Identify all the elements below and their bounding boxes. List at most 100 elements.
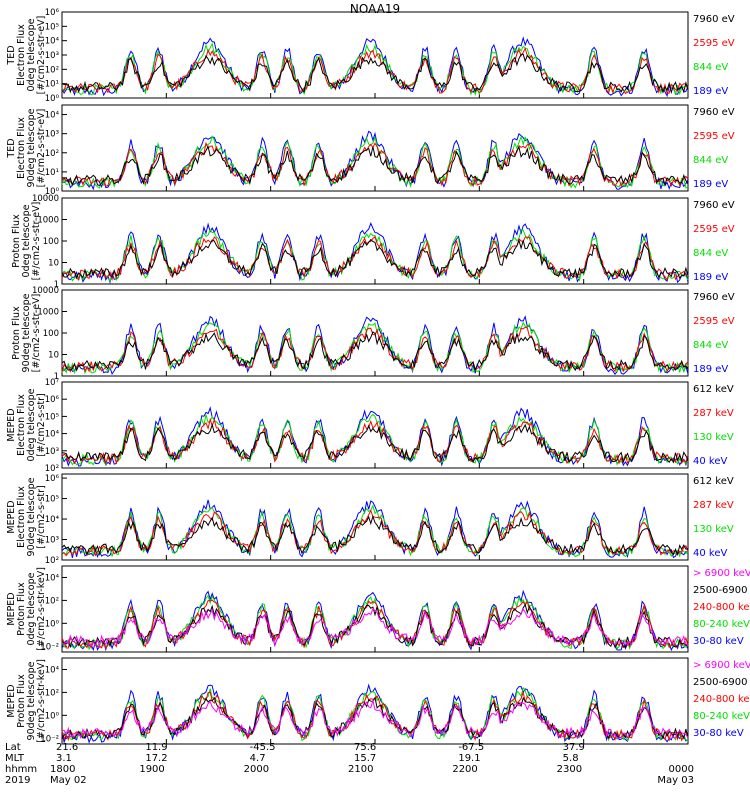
y-tick-label: 1000: [37, 308, 59, 318]
legend-entry: 30-80 keV: [693, 728, 744, 739]
y-tick-label: 100: [43, 237, 59, 247]
y-tick-label: 10⁴: [45, 515, 60, 525]
legend-entry: 240-800 keV: [693, 694, 750, 705]
y-axis-label: Electron Flux: [16, 486, 27, 548]
footer-row-label: hhmm: [5, 764, 37, 775]
legend-entry: 130 keV: [693, 524, 734, 535]
panel-frame: [61, 381, 689, 469]
y-axis-label: 0deg telescope: [26, 18, 37, 91]
y-axis-label: [#/cm2-s-str-eV]: [36, 109, 47, 188]
y-axis-label: [#/cm2-s-str-eV]: [36, 16, 47, 95]
panel-8: 10⁻² 10⁰ 10² 10⁴ MEPED Proton Flux 90deg teles…: [6, 657, 750, 745]
legend-entry: 2595 eV: [693, 131, 735, 142]
footer-value: 1900: [139, 764, 164, 775]
series-trace-blue: [61, 499, 689, 559]
series-trace-black: [61, 331, 689, 372]
series-trace-black: [61, 145, 689, 187]
y-axis-label: [#/cm2-s-str]: [36, 393, 47, 456]
y-axis-label: TED: [6, 45, 17, 65]
series-trace-black: [61, 696, 689, 740]
y-tick-label: 10²: [45, 65, 59, 75]
panel-6: 10² 10³ 10⁴ 10⁵ 10⁶ MEPED Electron Flux 90deg t…: [6, 473, 734, 566]
series-trace-red: [61, 417, 689, 465]
y-axis-label: Proton Flux: [16, 674, 27, 728]
footer-value: 1800: [50, 764, 75, 775]
footer-value: -45.5: [250, 742, 276, 753]
footer-value: May 02: [50, 775, 87, 786]
legend-entry: 189 eV: [693, 179, 728, 190]
series-trace-blue: [61, 221, 689, 285]
footer-value: 2200: [452, 764, 477, 775]
y-axis-label: [#/cm2-s-str-eV]: [31, 294, 42, 373]
legend-entry: 189 eV: [693, 272, 728, 283]
legend-entry: 2500-6900: [693, 677, 748, 688]
y-axis-label: 0deg telescope: [26, 572, 37, 645]
y-axis-label: 90deg telescope: [26, 661, 37, 740]
legend-entry: 844 eV: [693, 340, 728, 351]
footer-value: 5.8: [563, 753, 579, 764]
y-axis-label: Electron Flux: [16, 24, 27, 86]
y-tick-label: 10⁻²: [40, 642, 59, 652]
y-tick-label: 10⁻²: [40, 734, 59, 744]
legend-entry: 80-240 keV: [693, 711, 750, 722]
y-tick-label: 10³: [45, 447, 59, 457]
legend-entry: > 6900 keV: [693, 660, 750, 671]
y-axis-label: 90deg telescope: [26, 108, 37, 187]
y-axis-label: 90deg telescope: [21, 293, 32, 372]
y-tick-label: 10⁴: [45, 430, 60, 440]
y-tick-label: 10²: [45, 556, 59, 566]
y-axis-label: [#/cm2-s-str-keV]: [36, 567, 47, 651]
legend-entry: > 6900 keV: [693, 568, 750, 579]
footer-value: 21.6: [56, 742, 78, 753]
y-tick-label: 10⁵: [45, 412, 59, 422]
panel-frame: [61, 197, 689, 285]
legend-entry: 612 keV: [693, 476, 734, 487]
panel-2: 10⁰ 10¹ 10² 10³ 10⁴ TED Electron Flux 90deg tel…: [6, 104, 735, 197]
series-trace-magenta: [61, 607, 689, 649]
y-tick-label: 10: [48, 259, 59, 269]
footer-value: 2100: [348, 764, 373, 775]
y-tick-label: 10000: [32, 194, 59, 204]
y-axis-label: 0deg telescope: [21, 204, 32, 277]
legend-entry: 7960 eV: [693, 292, 735, 303]
y-tick-label: 10⁰: [45, 187, 60, 197]
panel-5: 10² 10³ 10⁴ 10⁵ 10⁶ 10⁷ MEPED Electron Flux 0deg…: [6, 378, 734, 474]
footer-row-label: MLT: [5, 753, 25, 764]
legend-entry: 7960 eV: [693, 14, 735, 25]
legend-entry: 2595 eV: [693, 316, 735, 327]
panel-1: 10⁰ 10¹ 10² 10³ 10⁴ 10⁵ 10⁶ TED Electron Flux 0de…: [6, 8, 735, 104]
y-axis-label: 0deg telescope: [26, 388, 37, 461]
footer-value: 0000: [669, 764, 694, 775]
legend-entry: 30-80 keV: [693, 636, 744, 647]
y-tick-label: 10⁵: [45, 22, 59, 32]
series-trace-magenta: [61, 698, 689, 740]
footer-row-label: Lat: [5, 742, 21, 753]
panel-7: 10⁻² 10⁰ 10² 10⁴ MEPED Proton Flux 0deg telesc…: [6, 565, 750, 653]
y-tick-label: 10³: [45, 536, 59, 546]
legend-entry: 2595 eV: [693, 38, 735, 49]
y-tick-label: 10⁴: [45, 37, 60, 47]
y-tick-label: 10⁶: [45, 474, 60, 484]
footer-value: 3.1: [56, 753, 72, 764]
y-tick-label: 10⁴: [45, 111, 60, 121]
y-tick-label: 1: [54, 372, 59, 382]
legend-entry: 189 eV: [693, 364, 728, 375]
series-trace-green: [61, 594, 689, 651]
y-tick-label: 100: [43, 329, 59, 339]
legend-entry: 287 keV: [693, 500, 734, 511]
series-trace-blue: [61, 130, 689, 191]
footer-value: -67.5: [458, 742, 484, 753]
footer-value: 37.9: [563, 742, 585, 753]
footer-value: 2000: [244, 764, 269, 775]
legend-entry: 612 keV: [693, 384, 734, 395]
y-tick-label: 10¹: [45, 168, 59, 178]
y-tick-label: 10⁰: [45, 94, 60, 104]
y-axis-label: Electron Flux: [16, 394, 27, 456]
panel-3: 1 10 100 1000 10000 Proton Flux 0deg telescope…: [11, 194, 735, 290]
y-tick-label: 10²: [45, 464, 59, 474]
y-axis-label: TED: [6, 138, 17, 158]
series-trace-black: [61, 423, 689, 464]
footer-value: 15.7: [354, 753, 376, 764]
y-tick-label: 10⁴: [45, 573, 60, 583]
